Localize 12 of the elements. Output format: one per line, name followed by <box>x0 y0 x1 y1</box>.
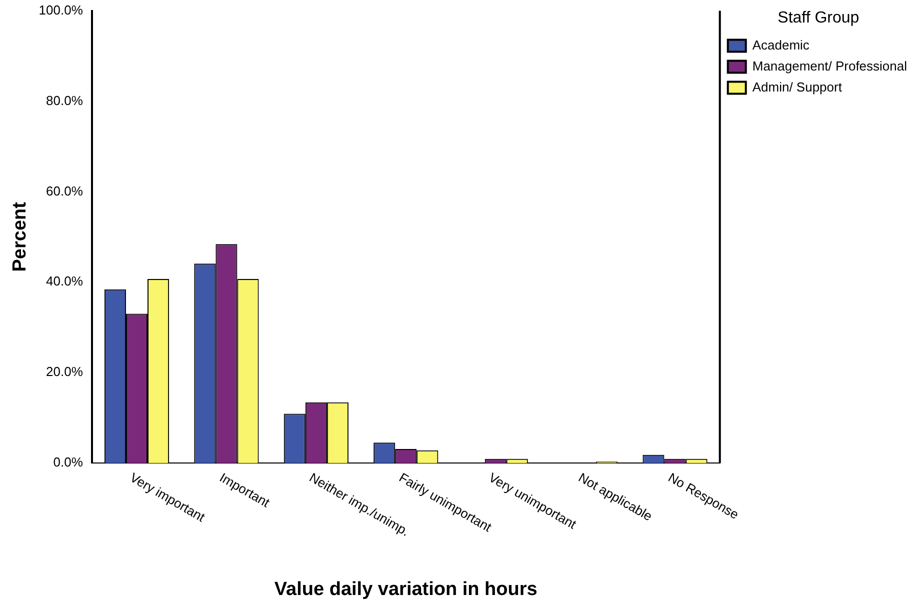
x-axis-title: Value daily variation in hours <box>274 579 538 600</box>
y-tick-label: 0.0% <box>53 454 84 470</box>
y-tick-label: 20.0% <box>46 364 84 380</box>
y-tick-label: 40.0% <box>46 274 84 289</box>
y-tick-label: 80.0% <box>46 92 84 108</box>
y-tick-label: 60.0% <box>46 183 84 198</box>
y-tick-label: 100.0% <box>38 2 84 18</box>
legend-label: Management/ Professional <box>752 58 908 74</box>
legend-label: Admin/ Support <box>752 79 842 94</box>
legend-label: Academic <box>752 37 810 52</box>
legend-title: Staff Group <box>778 9 860 26</box>
y-axis-title: Percent <box>10 201 31 272</box>
